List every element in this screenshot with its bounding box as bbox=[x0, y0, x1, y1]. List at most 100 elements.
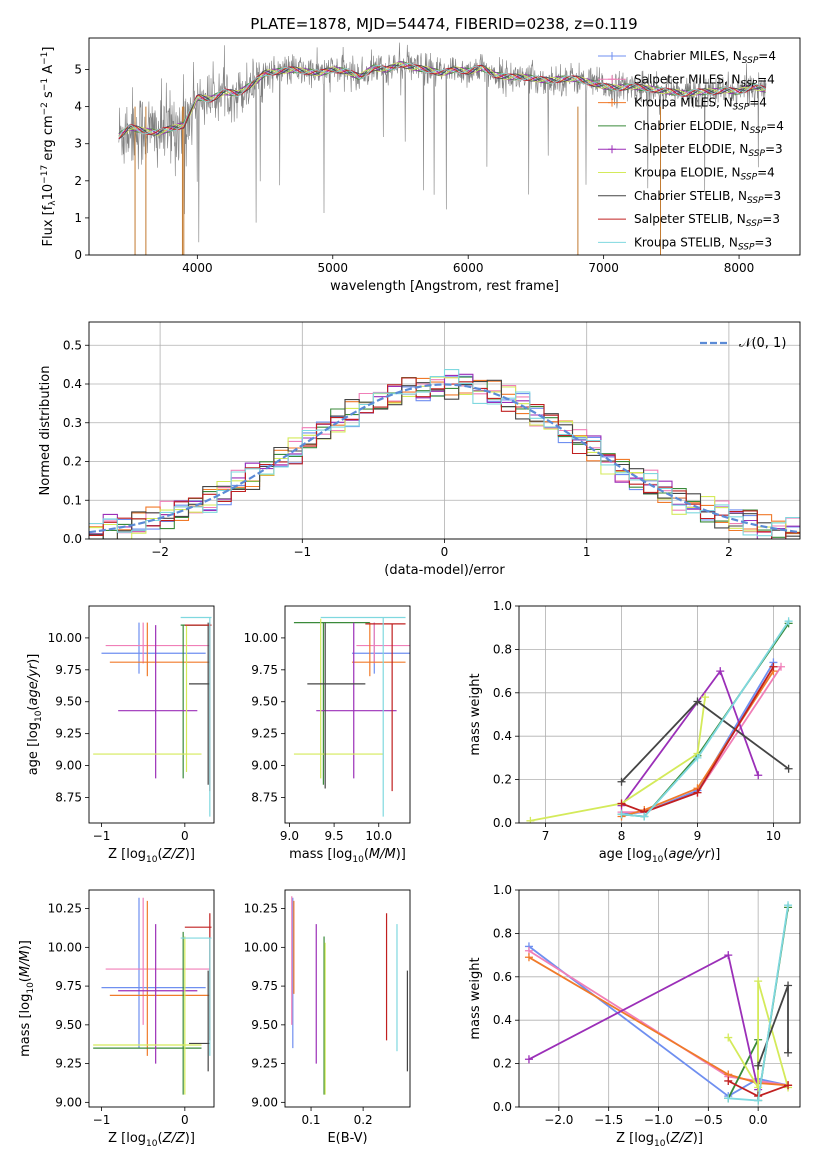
x-tick-label: 1 bbox=[583, 545, 591, 559]
gaussian-curve bbox=[89, 383, 800, 534]
data-point bbox=[640, 812, 649, 821]
data-point bbox=[701, 693, 710, 702]
y-tick-label: 9.00 bbox=[251, 759, 278, 773]
plot-area bbox=[291, 896, 408, 1095]
y-tick-label: 9.75 bbox=[55, 663, 82, 677]
x-axis-label: Z [log10(Z/Z)] bbox=[616, 1131, 703, 1149]
y-tick-label: 0.1 bbox=[63, 493, 82, 507]
y-tick-label: 0.2 bbox=[493, 773, 512, 787]
panel-residuals: −2 −1 0 1 2 0.0 0.1 0.2 0.3 0.4 0.5 (data-model)/er… bbox=[38, 321, 801, 578]
y-tick-label: 8.75 bbox=[55, 790, 82, 804]
model-spectrum-kroupa-elodie bbox=[118, 62, 766, 137]
model-spectrum-salpeter-stelib bbox=[118, 64, 766, 140]
x-axis-label: wavelength [Angstrom, rest frame] bbox=[330, 279, 559, 294]
y-tick-label: 9.50 bbox=[251, 695, 278, 709]
model-spectrum-kroupa-stelib bbox=[118, 62, 766, 137]
data-point bbox=[716, 667, 725, 676]
model-spectrum-salpeter-elodie bbox=[118, 60, 766, 135]
y-tick-label: 9.25 bbox=[251, 727, 278, 741]
x-tick-label: 0.1 bbox=[301, 1113, 320, 1127]
data-point bbox=[617, 799, 626, 808]
y-axis-label: mass [log10(M/M)] bbox=[18, 940, 36, 1057]
series-line-chabrier-stelib bbox=[620, 700, 790, 783]
panel-spectrum: 4000 5000 6000 7000 8000 0 1 2 3 4 5 wavelength [An… bbox=[40, 37, 801, 294]
x-tick-label: 10 bbox=[766, 829, 781, 843]
y-tick-label: 10.00 bbox=[244, 940, 278, 954]
x-tick-label: −1 bbox=[293, 545, 311, 559]
y-tick-label: 1.0 bbox=[493, 883, 512, 897]
x-tick-label: 7 bbox=[542, 829, 550, 843]
x-tick-label: 0.2 bbox=[354, 1113, 373, 1127]
panel-age_vs_Z: −1 0 8.75 9.00 9.25 9.50 9.75 10.00 Z [log10(Z/Z… bbox=[26, 605, 215, 865]
data-point bbox=[724, 1094, 733, 1103]
y-tick-label: 5 bbox=[74, 63, 82, 77]
series-line-salpeter-elodie bbox=[620, 669, 760, 807]
data-point bbox=[524, 953, 533, 962]
legend-entry: Chabrier MILES, NSSP=4 bbox=[634, 49, 776, 66]
legend-marker bbox=[608, 145, 616, 154]
y-tick-label: 9.75 bbox=[251, 979, 278, 993]
axes-frame bbox=[88, 889, 215, 1108]
x-tick-label: −0.5 bbox=[694, 1113, 723, 1127]
y-tick-label: 0.4 bbox=[493, 1013, 512, 1027]
legend-entry: Chabrier STELIB, NSSP=3 bbox=[634, 189, 781, 206]
y-tick-label: 10.00 bbox=[244, 631, 278, 645]
y-tick-label: 0.2 bbox=[493, 1057, 512, 1071]
y-axis-label: mass weight bbox=[468, 673, 483, 755]
x-tick-label: 9.5 bbox=[325, 829, 344, 843]
data-point bbox=[724, 951, 733, 960]
data-point bbox=[784, 981, 793, 990]
y-axis-label: Normed distribution bbox=[38, 366, 53, 496]
y-axis-label: mass weight bbox=[468, 957, 483, 1039]
legend-entry: Kroupa MILES, NSSP=4 bbox=[634, 96, 767, 113]
series-line-salpeter-stelib bbox=[621, 666, 775, 814]
data-point bbox=[693, 753, 702, 762]
plot-area bbox=[526, 617, 793, 823]
figure-title: PLATE=1878, MJD=54474, FIBERID=0238, z=0… bbox=[250, 15, 637, 33]
data-point bbox=[724, 1033, 733, 1042]
plot-area bbox=[524, 901, 793, 1105]
y-tick-label: 0.4 bbox=[493, 729, 512, 743]
data-point bbox=[617, 810, 626, 819]
x-tick-label: 0 bbox=[441, 545, 449, 559]
x-tick-label: 0.0 bbox=[749, 1113, 768, 1127]
legend-entry-gauss: 𝒩(0, 1) bbox=[739, 336, 786, 351]
series-line-kroupa-elodie bbox=[530, 696, 706, 822]
data-point bbox=[524, 1055, 533, 1064]
axes-frame bbox=[518, 889, 801, 1108]
data-point bbox=[777, 662, 786, 671]
y-tick-label: 0.4 bbox=[63, 377, 82, 391]
y-axis-label: age [log10(age/yr)] bbox=[26, 654, 44, 776]
y-tick-label: 0.3 bbox=[63, 416, 82, 430]
y-tick-label: 9.00 bbox=[55, 759, 82, 773]
y-tick-label: 0.0 bbox=[493, 1100, 512, 1114]
series-line-kroupa-miles bbox=[528, 956, 789, 1087]
legend-marker bbox=[608, 75, 616, 84]
hist-kroupa-stelib bbox=[89, 369, 800, 537]
y-tick-label: 0.6 bbox=[493, 686, 512, 700]
x-axis-label: mass [log10(M/M)] bbox=[289, 847, 406, 865]
axes-frame bbox=[518, 605, 801, 824]
data-point bbox=[754, 771, 763, 780]
spectrum-legend: Chabrier MILES, NSSP=4 Salpeter MILES, NS… bbox=[598, 49, 784, 252]
legend-marker bbox=[608, 52, 616, 60]
y-axis-label: Flux [fλ10−17 erg cm−2 s−1 A−1] bbox=[40, 47, 58, 247]
data-point bbox=[617, 777, 626, 786]
y-tick-label: 9.25 bbox=[55, 727, 82, 741]
plot-area bbox=[118, 42, 767, 255]
axes-frame bbox=[88, 37, 801, 256]
y-tick-label: 10.25 bbox=[48, 902, 82, 916]
y-tick-label: 9.50 bbox=[251, 1018, 278, 1032]
x-tick-label: −2.0 bbox=[544, 1113, 573, 1127]
y-tick-label: 2 bbox=[74, 174, 82, 188]
data-point bbox=[724, 1076, 733, 1085]
panel-mass_weight_vs_age: 7 8 9 10 0.0 0.2 0.4 0.6 0.8 1.0 age [log10(age/yr… bbox=[468, 599, 801, 865]
y-tick-label: 0.5 bbox=[63, 338, 82, 352]
data-point bbox=[784, 617, 793, 626]
panel-mass_vs_Z: −1 0 9.00 9.25 9.50 9.75 10.00 10.25 Z [log10(Z/… bbox=[18, 889, 215, 1149]
y-tick-label: 3 bbox=[74, 137, 82, 151]
model-spectrum-chabrier-elodie bbox=[118, 61, 766, 134]
y-tick-label: 4 bbox=[74, 100, 82, 114]
x-tick-label: 0 bbox=[181, 829, 189, 843]
y-tick-label: 9.75 bbox=[55, 979, 82, 993]
